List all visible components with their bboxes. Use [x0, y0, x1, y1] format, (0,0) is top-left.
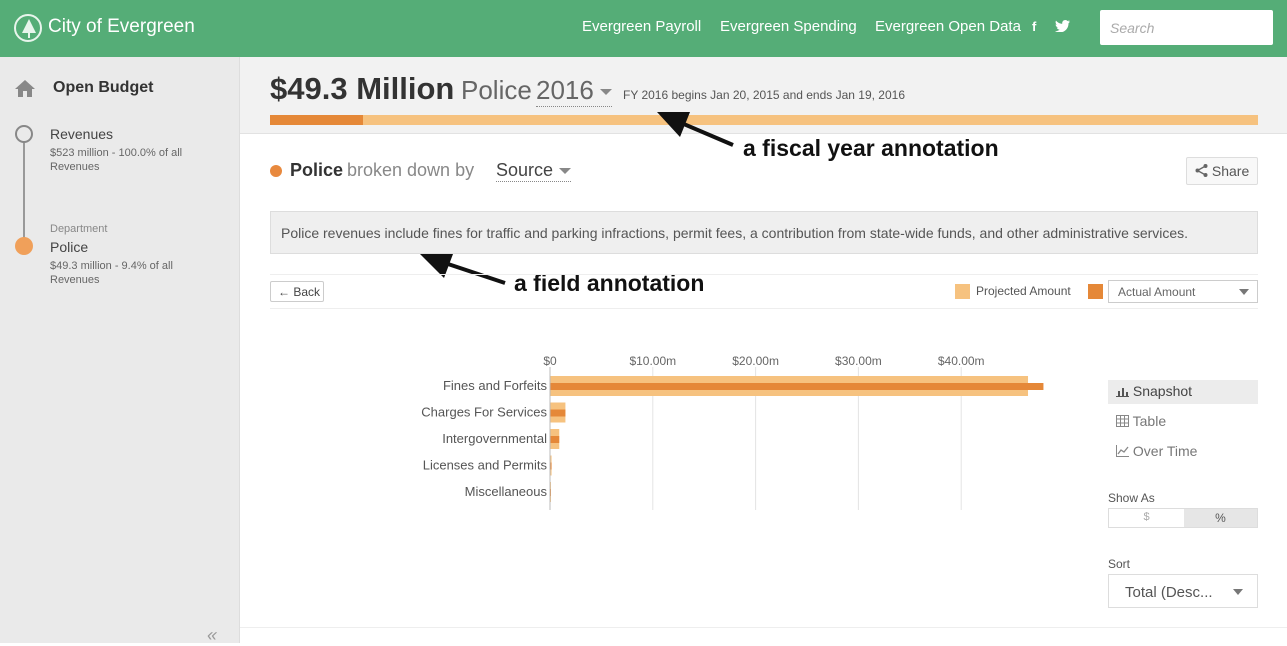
top-navigation-bar: City of Evergreen Evergreen Payroll Ever…: [0, 0, 1287, 57]
actual-bar: [550, 462, 552, 470]
breadcrumb-node-revenues[interactable]: [15, 125, 33, 143]
header-department: Police: [461, 75, 532, 105]
nav-link-payroll[interactable]: Evergreen Payroll: [582, 18, 702, 35]
amount-type-value: Actual Amount: [1118, 285, 1196, 299]
breakdown-bar-chart: $0 $10.00m $20.00m $30.00m $40.00m Fines and …: [421, 354, 1044, 510]
category-label: Licenses and Permits: [423, 458, 548, 473]
twitter-icon[interactable]: [1055, 20, 1070, 35]
sidebar-title[interactable]: Open Budget: [53, 79, 154, 96]
fiscal-year-select[interactable]: 2016: [536, 75, 612, 107]
category-label: Miscellaneous: [465, 484, 548, 499]
category-label: Charges For Services: [421, 405, 547, 420]
fiscal-year-note: FY 2016 begins Jan 20, 2015 and ends Jan…: [623, 88, 906, 102]
breadcrumb-police-detail: $49.3 million - 9.4% of all Revenues: [50, 260, 173, 286]
share-icon: [1195, 164, 1208, 177]
view-table-button[interactable]: Table: [1108, 410, 1258, 434]
sort-select[interactable]: Total (Desc...: [1108, 574, 1258, 608]
search-input[interactable]: [1100, 10, 1273, 45]
chevron-down-icon: [559, 168, 572, 175]
share-progress-bar: [270, 115, 1258, 125]
sort-value: Total (Desc...: [1125, 584, 1213, 601]
breadcrumb-police-label[interactable]: Police: [50, 239, 89, 255]
view-table-label: Table: [1132, 413, 1167, 429]
x-tick-label: $20.00m: [732, 354, 779, 368]
divider: [240, 627, 1287, 628]
actual-bar: [550, 436, 560, 443]
bar-chart-icon: [1116, 388, 1129, 397]
arrow-field-head: [420, 254, 453, 278]
line-chart-icon: [1116, 445, 1129, 457]
brand-name[interactable]: City of Evergreen: [48, 16, 195, 37]
back-button[interactable]: ← Back: [270, 281, 324, 302]
fiscal-year-value: 2016: [536, 75, 594, 105]
share-progress-fill: [270, 115, 363, 125]
amount-type-select[interactable]: Actual Amount: [1108, 280, 1258, 303]
table-icon: [1116, 415, 1129, 427]
x-tick-label: $30.00m: [835, 354, 882, 368]
x-tick-label: $40.00m: [938, 354, 985, 368]
nav-link-spending[interactable]: Evergreen Spending: [720, 18, 857, 35]
total-amount: $49.3 Million: [270, 71, 455, 106]
breadcrumb-revenues-label[interactable]: Revenues: [50, 126, 114, 142]
breadcrumb-line: [23, 141, 25, 245]
breakdown-source-select[interactable]: Source: [496, 160, 572, 182]
department-description: Police revenues include fines for traffi…: [270, 211, 1258, 254]
chevron-down-icon: [1239, 289, 1249, 295]
actual-bar: [550, 409, 566, 417]
sort-label: Sort: [1108, 557, 1131, 571]
breakdown-source-value: Source: [496, 160, 554, 180]
department-color-dot: [270, 165, 282, 177]
x-tick-label: $10.00m: [629, 354, 676, 368]
facebook-icon[interactable]: f: [1032, 19, 1037, 34]
divider: [270, 308, 1258, 309]
sidebar: Open Budget Revenues $523 million - 100.…: [0, 57, 240, 645]
x-tick-label: $0: [543, 354, 557, 368]
breakdown-by-label: broken down by: [347, 160, 475, 180]
budget-header: $49.3 Million Police 2016 FY 2016 begins…: [240, 57, 1287, 134]
show-as-toggle: $ %: [1108, 508, 1258, 528]
view-over-time-button[interactable]: Over Time: [1108, 440, 1258, 464]
chevron-down-icon: [1233, 589, 1243, 595]
chevron-down-icon: [599, 89, 612, 96]
view-snapshot-button[interactable]: Snapshot: [1108, 380, 1258, 404]
breadcrumb-category: Department: [50, 223, 108, 235]
divider: [270, 274, 1258, 275]
show-as-percent-option[interactable]: %: [1184, 509, 1257, 527]
share-button[interactable]: Share: [1186, 157, 1258, 185]
tree-logo-icon[interactable]: [14, 14, 42, 42]
back-label: Back: [293, 285, 321, 299]
actual-bar: [550, 383, 1044, 390]
legend-projected-label: Projected Amount: [976, 284, 1071, 298]
view-over-time-label: Over Time: [1132, 443, 1198, 459]
breakdown-department: Police: [290, 160, 344, 180]
collapse-sidebar-icon[interactable]: «: [207, 625, 218, 645]
back-arrow-icon: ←: [278, 285, 290, 299]
nav-link-open-data[interactable]: Evergreen Open Data: [875, 18, 1021, 35]
category-label: Intergovernmental: [442, 431, 547, 446]
breadcrumb-revenues-detail: $523 million - 100.0% of all Revenues: [50, 147, 183, 173]
view-snapshot-label: Snapshot: [1132, 383, 1193, 399]
category-label: Fines and Forfeits: [443, 378, 548, 393]
legend-projected-swatch: [955, 284, 970, 299]
show-as-dollar-option[interactable]: $: [1143, 511, 1150, 523]
arrow-fiscal-head: [657, 112, 690, 137]
home-icon[interactable]: [15, 80, 35, 102]
legend-actual-swatch: [1088, 284, 1103, 299]
show-as-label: Show As: [1108, 491, 1155, 505]
breadcrumb-node-police[interactable]: [15, 237, 33, 255]
share-label: Share: [1211, 163, 1250, 179]
fiscal-year-annotation: a fiscal year annotation: [743, 135, 999, 161]
